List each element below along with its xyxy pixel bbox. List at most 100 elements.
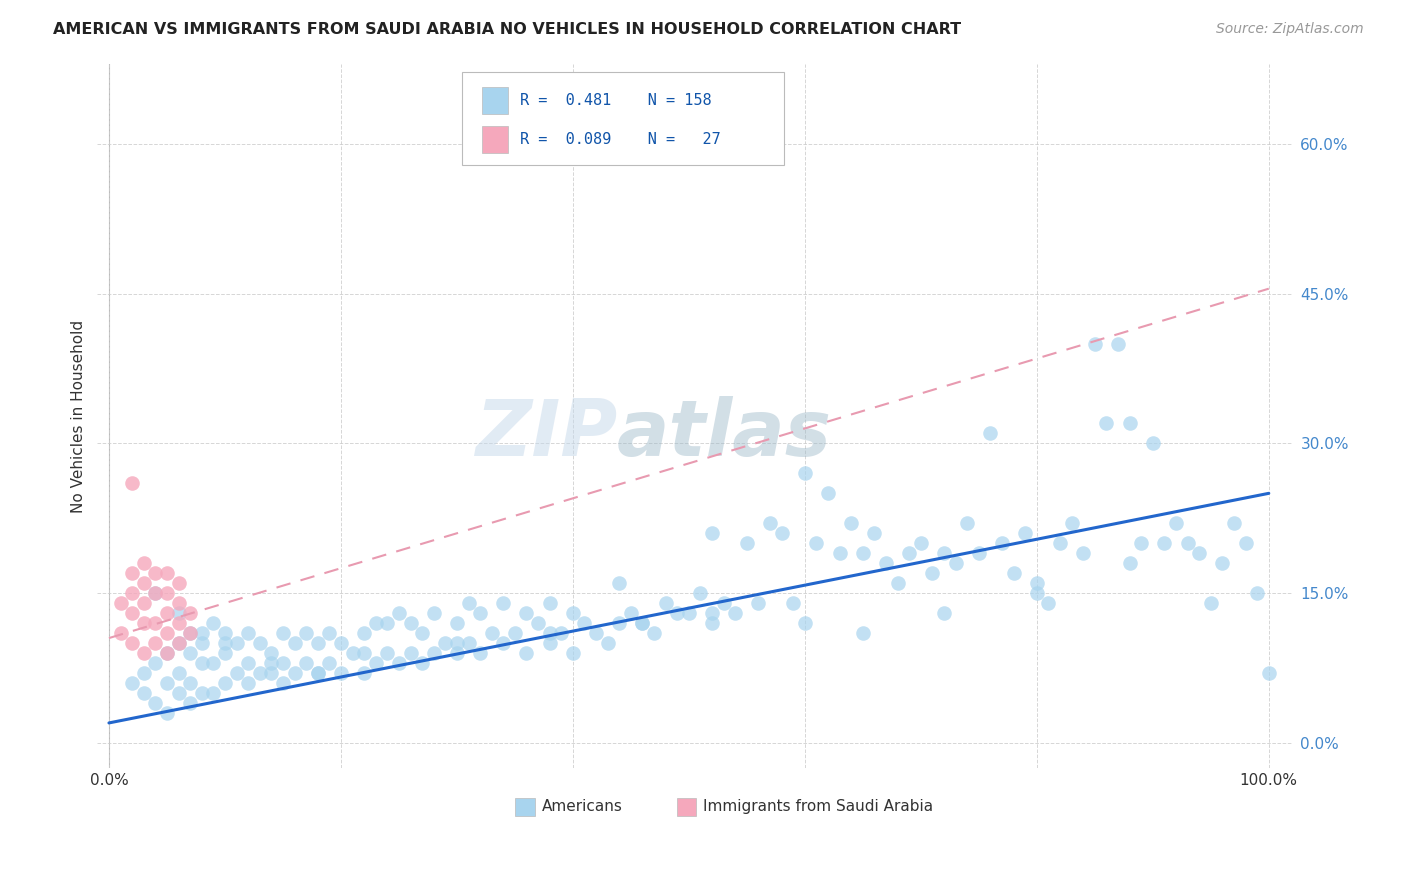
Point [724, 606, 747, 620]
Point [1084, 336, 1107, 351]
Point [388, 656, 411, 670]
Point [179, 626, 201, 640]
Point [167, 596, 190, 610]
Point [468, 646, 491, 660]
Point [678, 606, 700, 620]
Point [353, 626, 375, 640]
Point [329, 636, 352, 650]
Point [898, 546, 921, 560]
Bar [482, 87, 509, 114]
Point [1002, 566, 1025, 581]
Point [503, 626, 526, 640]
Point [167, 616, 190, 631]
Point [156, 676, 179, 690]
Point [329, 666, 352, 681]
Point [271, 656, 294, 670]
Point [283, 666, 305, 681]
Point [399, 646, 422, 660]
Point [1246, 586, 1268, 600]
Point [643, 626, 665, 640]
Point [388, 606, 411, 620]
Point [190, 636, 212, 650]
Text: atlas: atlas [617, 395, 832, 472]
Point [434, 636, 457, 650]
Point [156, 646, 179, 660]
Point [110, 626, 132, 640]
Point [932, 546, 955, 560]
Point [121, 476, 143, 491]
Text: Source: ZipAtlas.com: Source: ZipAtlas.com [1216, 22, 1364, 37]
Point [538, 636, 561, 650]
Point [214, 676, 236, 690]
Point [1060, 516, 1083, 531]
Point [364, 656, 387, 670]
Point [527, 616, 550, 631]
Point [770, 526, 793, 541]
Point [1095, 417, 1118, 431]
Point [806, 536, 828, 550]
Text: R =  0.089    N =   27: R = 0.089 N = 27 [520, 132, 721, 146]
Point [202, 616, 225, 631]
Point [295, 656, 318, 670]
Point [828, 546, 851, 560]
Point [179, 676, 201, 690]
Point [817, 486, 839, 500]
Point [318, 626, 340, 640]
Point [1188, 546, 1211, 560]
Point [991, 536, 1014, 550]
Point [271, 626, 294, 640]
Point [143, 696, 166, 710]
Point [492, 596, 515, 610]
Point [1014, 526, 1036, 541]
Point [932, 606, 955, 620]
Point [318, 656, 340, 670]
Point [538, 626, 561, 640]
Point [1025, 576, 1047, 591]
Point [143, 586, 166, 600]
Point [143, 586, 166, 600]
Point [1153, 536, 1175, 550]
Point [249, 666, 271, 681]
Point [1118, 417, 1140, 431]
Point [236, 656, 259, 670]
Point [1130, 536, 1153, 550]
Point [202, 656, 225, 670]
FancyBboxPatch shape [461, 71, 785, 165]
Point [515, 646, 537, 660]
Point [457, 596, 479, 610]
Point [283, 636, 305, 650]
Point [167, 636, 190, 650]
Point [156, 626, 179, 640]
Point [1234, 536, 1257, 550]
Point [945, 556, 967, 570]
Point [574, 616, 596, 631]
Point [1177, 536, 1199, 550]
Point [399, 616, 422, 631]
Point [759, 516, 782, 531]
Point [236, 626, 259, 640]
Bar [676, 798, 696, 815]
Point [1164, 516, 1187, 531]
Point [422, 606, 444, 620]
Point [190, 626, 212, 640]
Point [132, 666, 155, 681]
Point [793, 467, 815, 481]
Point [179, 606, 201, 620]
Point [375, 646, 398, 660]
Point [307, 666, 329, 681]
Point [236, 676, 259, 690]
Point [700, 616, 723, 631]
Point [307, 666, 329, 681]
Point [156, 586, 179, 600]
Point [121, 566, 143, 581]
Point [143, 616, 166, 631]
Point [1049, 536, 1071, 550]
Point [607, 576, 630, 591]
Point [886, 576, 908, 591]
Point [121, 606, 143, 620]
Point [121, 636, 143, 650]
Point [666, 606, 689, 620]
Point [607, 616, 630, 631]
Point [260, 646, 283, 660]
Point [538, 596, 561, 610]
